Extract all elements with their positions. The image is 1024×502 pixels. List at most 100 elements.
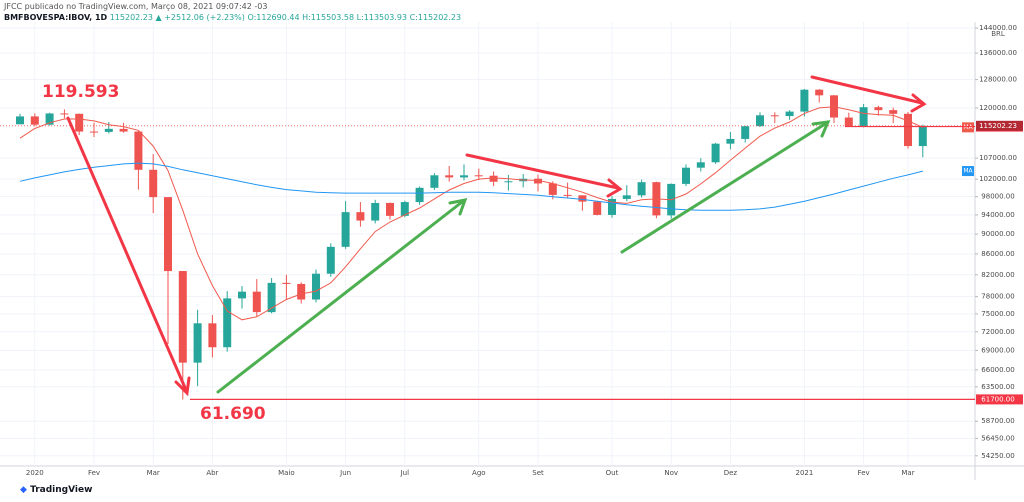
publisher: JFCC publicado no TradingView.com, Março… bbox=[4, 2, 268, 11]
y-tick-label: 56450.00 bbox=[981, 434, 1014, 442]
x-tick-label: Mar bbox=[147, 469, 160, 477]
footer-brand: ◆ TradingView bbox=[20, 485, 93, 495]
y-tick-label: 66000.00 bbox=[981, 366, 1014, 374]
candle-body bbox=[208, 323, 217, 348]
candle-body bbox=[918, 125, 927, 147]
y-tick-label: 72000.00 bbox=[981, 328, 1014, 336]
quote: 115202.23 ▲ +2512.06 (+2.23%) bbox=[109, 13, 245, 22]
x-tick-label: Abr bbox=[206, 469, 218, 477]
trend-arrow bbox=[66, 116, 188, 392]
ma-tag bbox=[962, 166, 974, 177]
x-tick-label: 2021 bbox=[795, 469, 813, 477]
y-tick-label: 69000.00 bbox=[981, 346, 1014, 354]
candle-body bbox=[534, 178, 542, 184]
annotation: 61.690 bbox=[200, 404, 266, 424]
candle-body bbox=[756, 115, 764, 127]
x-tick-label: Maio bbox=[278, 469, 295, 477]
last-price-tag bbox=[976, 120, 1023, 131]
y-tick-label: 98000.00 bbox=[981, 193, 1014, 201]
candle-body bbox=[711, 143, 720, 163]
level-tag-label: 61700.00 bbox=[981, 395, 1014, 403]
x-tick-label: Fev bbox=[88, 469, 100, 477]
y-tick-label: 54250.00 bbox=[981, 452, 1014, 460]
candle-body bbox=[548, 183, 557, 195]
candle-body bbox=[637, 182, 646, 196]
x-tick-label: Nov bbox=[664, 469, 678, 477]
y-tick-label: 58700.00 bbox=[981, 417, 1014, 425]
candle-body bbox=[741, 126, 750, 139]
arrow-head bbox=[606, 178, 623, 198]
y-tick-label: 90000.00 bbox=[981, 230, 1014, 238]
candle-body bbox=[119, 128, 128, 132]
candle-body bbox=[90, 131, 98, 133]
chart: BRL 144000.00 136000.00 128000.00 120000.00… bbox=[0, 22, 1024, 480]
candle-body bbox=[223, 298, 232, 348]
candle-body bbox=[134, 131, 143, 170]
candle-body bbox=[445, 175, 454, 178]
y-tick-label: 102000.00 bbox=[979, 175, 1017, 183]
arrow-head bbox=[811, 120, 831, 138]
candle-body bbox=[193, 323, 202, 363]
candle-body bbox=[326, 246, 335, 274]
candle-body bbox=[238, 291, 246, 299]
candle-body bbox=[800, 89, 809, 112]
candle-body bbox=[16, 116, 24, 125]
y-tick-label: 78000.00 bbox=[981, 293, 1014, 301]
trend-arrow bbox=[810, 75, 924, 105]
candle-body bbox=[282, 282, 291, 284]
candle-body bbox=[770, 115, 779, 117]
candle-body bbox=[904, 113, 912, 147]
ma-tag bbox=[962, 122, 974, 133]
candle-body bbox=[726, 138, 735, 144]
y-tick-label: 107000.00 bbox=[979, 154, 1017, 162]
trend-arrow bbox=[216, 200, 464, 394]
candle-body bbox=[104, 128, 113, 132]
candle-body bbox=[267, 282, 276, 313]
y-tick-label: 136000.00 bbox=[979, 49, 1017, 57]
ma-tag-label: MA bbox=[963, 124, 973, 131]
candle-body bbox=[371, 202, 380, 221]
candle-body bbox=[874, 107, 883, 111]
last-price-label: 115202.23 bbox=[979, 122, 1017, 130]
y-tick-label: 120000.00 bbox=[979, 104, 1017, 112]
x-tick-label: Fev bbox=[858, 469, 870, 477]
ma-tag-label: MA bbox=[963, 168, 973, 175]
candle-body bbox=[30, 116, 39, 125]
candle-body bbox=[415, 187, 424, 203]
moving-average bbox=[19, 162, 923, 211]
candle-body bbox=[460, 175, 468, 178]
x-tick-label: Jul bbox=[400, 469, 410, 477]
x-tick-label: Jun bbox=[339, 469, 351, 477]
y-tick-label: 63500.00 bbox=[981, 383, 1014, 391]
candle-body bbox=[489, 175, 498, 182]
candle-body bbox=[563, 194, 572, 196]
candle-body bbox=[312, 273, 320, 300]
y-tick-label: 82000.00 bbox=[981, 271, 1014, 279]
x-tick-label: Ago bbox=[472, 469, 486, 477]
x-tick-label: 2020 bbox=[26, 469, 44, 477]
brand-text: TradingView bbox=[30, 485, 93, 495]
candle-body bbox=[75, 113, 84, 132]
candle-body bbox=[400, 202, 409, 216]
candle-body bbox=[785, 111, 794, 117]
candle-body bbox=[504, 181, 513, 183]
candle-body bbox=[682, 167, 690, 184]
candle-body bbox=[608, 198, 616, 215]
candle-body bbox=[386, 202, 394, 216]
candle-body bbox=[356, 212, 365, 221]
candle-body bbox=[844, 117, 853, 127]
candle-body bbox=[341, 212, 350, 247]
trend-arrow bbox=[465, 153, 620, 190]
candle-body bbox=[622, 195, 631, 199]
candle-body bbox=[593, 201, 602, 215]
moving-average bbox=[19, 106, 923, 321]
ohlc: O:112690.44 H:115503.58 L:113503.93 C:11… bbox=[247, 13, 462, 22]
arrow-head bbox=[448, 198, 468, 216]
x-tick-label: Mar bbox=[901, 469, 914, 477]
candle-body bbox=[474, 175, 483, 177]
y-tick-label: 144000.00 bbox=[979, 24, 1017, 32]
candle-body bbox=[252, 291, 261, 313]
legend-line: BMFBOVESPA:IBOV, 1D 115202.23 ▲ +2512.06… bbox=[4, 13, 461, 22]
annotation: 119.593 bbox=[42, 82, 119, 102]
